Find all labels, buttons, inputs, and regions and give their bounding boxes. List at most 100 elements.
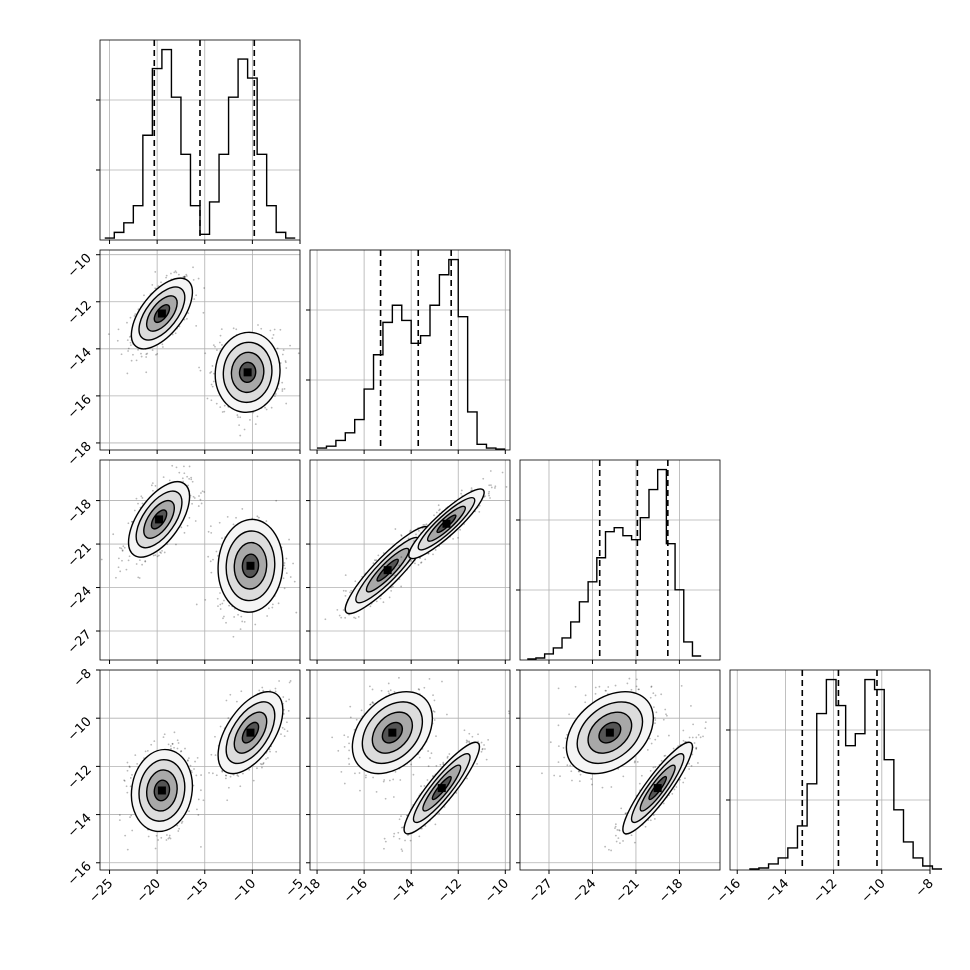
sample-point bbox=[704, 721, 707, 724]
sample-point bbox=[633, 760, 636, 763]
sample-point bbox=[127, 350, 130, 352]
sample-point bbox=[505, 486, 508, 488]
sample-point bbox=[349, 591, 351, 594]
sample-point bbox=[477, 733, 479, 736]
contour-line-3 bbox=[130, 277, 194, 350]
sample-point bbox=[283, 735, 286, 738]
sample-point bbox=[219, 603, 222, 606]
sample-point bbox=[187, 312, 190, 315]
sample-point bbox=[180, 526, 183, 529]
sample-point bbox=[219, 608, 222, 610]
sample-point bbox=[211, 385, 214, 388]
contour-line-2 bbox=[417, 496, 476, 551]
sample-point bbox=[145, 353, 148, 356]
sample-point bbox=[283, 712, 285, 715]
scatter-panel-0-3: −16 −14 −12 −10 −8 bbox=[65, 666, 301, 889]
scatter-panel-1-2 bbox=[306, 459, 511, 661]
sample-point bbox=[275, 750, 278, 753]
x-tick-label: −14 bbox=[388, 876, 418, 906]
sample-point bbox=[261, 686, 264, 689]
sample-point bbox=[232, 327, 235, 330]
sample-point bbox=[282, 349, 285, 352]
sample-point bbox=[657, 735, 659, 738]
sample-point bbox=[185, 273, 188, 276]
sample-point bbox=[269, 329, 272, 332]
sample-point bbox=[619, 842, 621, 845]
sample-point bbox=[347, 757, 350, 760]
scatter-panel-0-1: −18 −16 −14 −12 −10 bbox=[65, 249, 301, 469]
sample-point bbox=[214, 345, 216, 348]
sample-point bbox=[446, 713, 448, 716]
sample-point bbox=[626, 682, 629, 685]
sample-point bbox=[157, 839, 160, 841]
sample-point bbox=[117, 566, 120, 569]
sample-point bbox=[615, 840, 618, 843]
sample-point bbox=[559, 775, 561, 778]
sample-point bbox=[399, 779, 402, 781]
sample-point bbox=[171, 333, 174, 336]
histogram-frame bbox=[309, 249, 511, 451]
sample-point bbox=[121, 549, 124, 551]
sample-point bbox=[195, 603, 198, 606]
sample-point bbox=[126, 761, 129, 764]
sample-point bbox=[420, 561, 422, 564]
sample-point bbox=[129, 785, 132, 788]
sample-point bbox=[364, 776, 367, 779]
sample-point bbox=[200, 789, 202, 792]
sample-point bbox=[264, 406, 266, 409]
sample-point bbox=[432, 553, 434, 556]
sample-point bbox=[175, 543, 177, 546]
sample-point bbox=[398, 837, 401, 840]
sample-point bbox=[466, 777, 468, 780]
sample-point bbox=[125, 568, 128, 571]
sample-point bbox=[282, 696, 285, 698]
x-tick-label: −27 bbox=[526, 876, 556, 906]
contour-line-2 bbox=[361, 701, 424, 765]
sample-point bbox=[407, 537, 410, 540]
sample-point bbox=[210, 571, 213, 574]
sample-point bbox=[653, 818, 656, 820]
sample-point bbox=[196, 756, 199, 759]
sample-point bbox=[188, 516, 191, 519]
sample-point bbox=[439, 763, 442, 766]
sample-point bbox=[358, 772, 361, 774]
sample-point bbox=[360, 709, 363, 712]
sample-point bbox=[212, 558, 214, 561]
sample-point bbox=[112, 533, 115, 536]
sample-point bbox=[168, 836, 171, 839]
sample-point bbox=[120, 547, 123, 550]
sample-point bbox=[562, 747, 565, 749]
sample-point bbox=[171, 742, 174, 745]
panel-content bbox=[100, 670, 300, 870]
sample-point bbox=[489, 470, 492, 472]
sample-point bbox=[331, 736, 334, 739]
sample-point bbox=[413, 559, 416, 562]
sample-point bbox=[343, 745, 346, 748]
sample-point bbox=[151, 284, 154, 286]
sample-point bbox=[171, 464, 174, 467]
sample-point bbox=[483, 744, 485, 746]
scatter-panel-1-3 bbox=[306, 669, 511, 871]
sample-point bbox=[140, 495, 143, 498]
sample-point bbox=[195, 294, 198, 297]
sample-point bbox=[219, 334, 222, 337]
sample-point bbox=[254, 623, 257, 626]
sample-point bbox=[690, 764, 693, 767]
sample-point bbox=[160, 552, 162, 554]
sample-point bbox=[190, 478, 193, 481]
sample-point bbox=[471, 735, 474, 738]
sample-point bbox=[614, 684, 617, 687]
sample-point bbox=[468, 741, 471, 744]
sample-point bbox=[144, 750, 147, 753]
sample-point bbox=[170, 747, 172, 750]
sample-point bbox=[682, 781, 685, 784]
sample-point bbox=[194, 760, 196, 763]
sample-point bbox=[176, 739, 179, 742]
sample-point bbox=[268, 748, 271, 751]
sample-point bbox=[432, 774, 434, 777]
sample-point bbox=[281, 381, 284, 384]
sample-point bbox=[285, 572, 288, 575]
y-tick-label: −18 bbox=[65, 497, 95, 527]
sample-point bbox=[218, 341, 221, 344]
sample-point bbox=[283, 564, 286, 567]
